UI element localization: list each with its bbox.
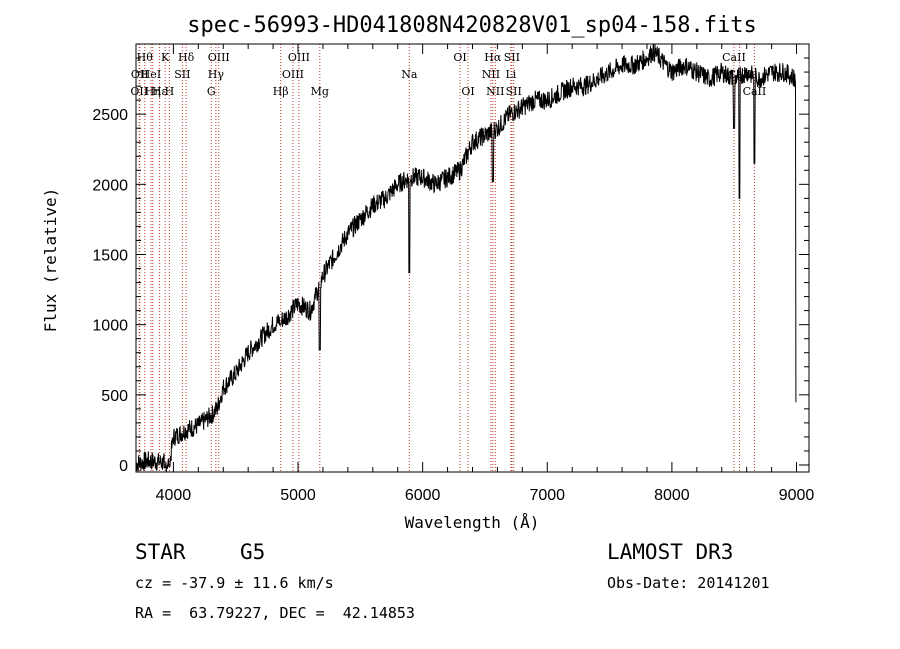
line-label-17: Na: [401, 68, 418, 81]
chart-title: spec-56993-HD041808N420828V01_sp04-158.f…: [187, 13, 757, 38]
tick-labels: 4000 5000 6000 7000 8000 9000 0 500 1000 1500 2000…: [92, 107, 814, 504]
line-label-25: SII: [506, 85, 522, 98]
line-label-28: CaII: [743, 85, 767, 98]
line-label-7: H: [165, 85, 175, 98]
x-tick-label-0: 4000: [156, 487, 192, 504]
line-label-23: Li: [505, 68, 516, 81]
line-label-2: Hθ: [137, 51, 154, 64]
line-label-16: Mg: [311, 85, 329, 98]
line-label-19: OI: [461, 85, 474, 98]
line-label-15: OIII: [288, 51, 310, 64]
object-class: STAR: [135, 540, 186, 564]
line-label-0: OII: [130, 85, 148, 98]
y-tick-label-0: 0: [119, 458, 128, 475]
line-label-1: OII: [131, 68, 149, 81]
object-subclass: G5: [240, 540, 266, 564]
x-tick-label-4: 8000: [654, 487, 690, 504]
x-tick-label-3: 7000: [529, 487, 565, 504]
flux-series: [135, 43, 797, 473]
line-label-8: SII: [174, 68, 190, 81]
line-label-20: NII: [482, 68, 500, 81]
axis-ticks: [136, 44, 809, 472]
y-tick-label-1: 500: [101, 388, 128, 405]
obs-date: Obs-Date: 20141201: [607, 574, 770, 592]
line-label-13: Hβ: [273, 85, 289, 98]
line-label-24: SII: [504, 51, 520, 64]
line-label-6: K: [161, 51, 170, 64]
x-tick-label-2: 6000: [405, 487, 441, 504]
plot-frame: [135, 43, 810, 473]
y-tick-label-3: 1500: [92, 247, 128, 264]
coordinates: RA = 63.79227, DEC = 42.14853: [135, 604, 415, 622]
x-axis-label: Wavelength (Å): [405, 513, 540, 532]
line-labels: OII OII Hθ Hη HeI Hε K H SII Hδ G Hγ OIII Hβ OIII OIII M…: [130, 51, 766, 98]
redshift-text: cz = -37.9 ± 11.6 km/s: [135, 574, 334, 592]
line-label-18: OI: [453, 51, 466, 64]
x-tick-label-5: 9000: [779, 487, 815, 504]
line-label-4: HeI: [141, 68, 161, 81]
line-label-26: CaII: [722, 51, 746, 64]
x-tick-label-1: 5000: [280, 487, 316, 504]
line-label-12: OIII: [208, 51, 230, 64]
line-label-9: Hδ: [178, 51, 195, 64]
flux-line: [135, 43, 797, 473]
y-tick-label-4: 2000: [92, 177, 128, 194]
line-label-11: Hγ: [208, 68, 225, 81]
line-label-10: G: [207, 85, 216, 98]
line-label-3: Hη: [145, 85, 161, 98]
y-tick-label-2: 1000: [92, 318, 128, 335]
line-label-5: Hε: [152, 85, 168, 98]
line-markers: [138, 44, 755, 472]
y-tick-label-5: 2500: [92, 107, 128, 124]
line-label-14: OIII: [282, 68, 304, 81]
line-label-21: Hα: [484, 51, 502, 64]
line-label-22: NII: [486, 85, 504, 98]
survey-name: LAMOST DR3: [607, 540, 734, 564]
y-axis-label: Flux (relative): [41, 188, 60, 333]
